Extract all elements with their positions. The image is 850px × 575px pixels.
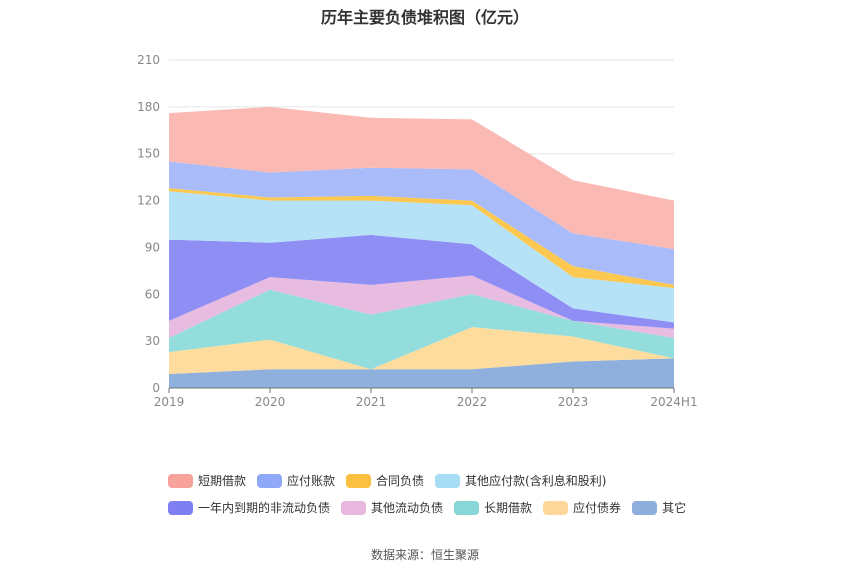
legend-item[interactable]: 一年内到期的非流动负债 bbox=[168, 499, 330, 516]
x-tick-label: 2020 bbox=[255, 395, 286, 409]
legend-label: 其它 bbox=[662, 501, 687, 515]
legend-label: 合同负债 bbox=[376, 474, 425, 488]
legend-swatch bbox=[543, 500, 569, 515]
y-tick-label: 150 bbox=[137, 147, 160, 161]
legend: 短期借款 应付账款 合同负债 其他应付款(含利息和股利) 一年内到期的非流动负债 其他流… bbox=[168, 472, 728, 526]
y-tick-label: 30 bbox=[145, 334, 160, 348]
area-series-其它 bbox=[169, 358, 674, 388]
y-tick-label: 0 bbox=[152, 381, 160, 395]
x-tick-label: 2022 bbox=[457, 395, 488, 409]
area-series-应付账款 bbox=[169, 161, 674, 285]
area-series-应付债券 bbox=[169, 327, 674, 374]
legend-label: 应付账款 bbox=[287, 474, 336, 488]
source-note: 数据来源：恒生聚源 bbox=[370, 548, 479, 562]
legend-label: 应付债券 bbox=[573, 501, 622, 515]
stacked-area-chart: 0 30 60 90 120 150 180 210 2019 2020 2021 2022 2023 2… bbox=[137, 53, 698, 409]
legend-item[interactable]: 短期借款 bbox=[168, 472, 246, 489]
legend-label: 长期借款 bbox=[484, 501, 533, 515]
legend-item[interactable]: 长期借款 bbox=[454, 499, 532, 516]
x-tick-label: 2021 bbox=[356, 395, 387, 409]
legend-swatch bbox=[341, 500, 367, 515]
area-series-合同负债 bbox=[169, 188, 674, 289]
legend-row: 短期借款 应付账款 合同负债 其他应付款(含利息和股利) bbox=[168, 472, 728, 489]
x-tick-label: 2023 bbox=[558, 395, 589, 409]
legend-item[interactable]: 应付账款 bbox=[257, 472, 335, 489]
legend-label: 短期借款 bbox=[198, 474, 247, 488]
y-tick-label: 90 bbox=[145, 240, 160, 254]
legend-label: 一年内到期的非流动负债 bbox=[198, 501, 331, 515]
chart-title: 历年主要负债堆积图（亿元） bbox=[320, 8, 529, 27]
legend-item[interactable]: 应付债券 bbox=[543, 499, 621, 516]
legend-swatch bbox=[632, 500, 658, 515]
legend-item[interactable]: 其它 bbox=[632, 499, 686, 516]
area-series-长期借款 bbox=[169, 289, 674, 370]
legend-row: 一年内到期的非流动负债 其他流动负债 长期借款 应付债券 其它 bbox=[168, 499, 728, 516]
legend-swatch bbox=[168, 473, 193, 488]
legend-item[interactable]: 其他流动负债 bbox=[341, 499, 443, 516]
area-series-短期借款 bbox=[169, 106, 674, 249]
axes: 0 30 60 90 120 150 180 210 2019 2020 2021 2022 2023 2… bbox=[137, 53, 698, 409]
legend-label: 其他流动负债 bbox=[371, 501, 444, 515]
legend-swatch bbox=[435, 473, 461, 488]
x-tick-label: 2024H1 bbox=[650, 395, 697, 409]
area-series-一年内到期的非流动负债 bbox=[169, 234, 674, 329]
legend-swatch bbox=[257, 473, 283, 488]
legend-label: 其他应付款(含利息和股利) bbox=[465, 474, 607, 488]
legend-swatch bbox=[346, 473, 372, 488]
legend-swatch bbox=[454, 500, 480, 515]
y-tick-label: 60 bbox=[145, 287, 160, 301]
legend-item[interactable]: 其他应付款(含利息和股利) bbox=[435, 472, 606, 489]
y-tick-label: 180 bbox=[137, 100, 160, 114]
area-series-其他应付款(含利息和股利) bbox=[169, 191, 674, 323]
y-tick-label: 120 bbox=[137, 194, 160, 208]
area-series-其他流动负债 bbox=[169, 275, 674, 339]
legend-item[interactable]: 合同负债 bbox=[346, 472, 424, 489]
area-series bbox=[169, 106, 674, 388]
x-tick-label: 2019 bbox=[154, 395, 185, 409]
y-tick-label: 210 bbox=[137, 53, 160, 67]
legend-swatch bbox=[168, 500, 193, 515]
